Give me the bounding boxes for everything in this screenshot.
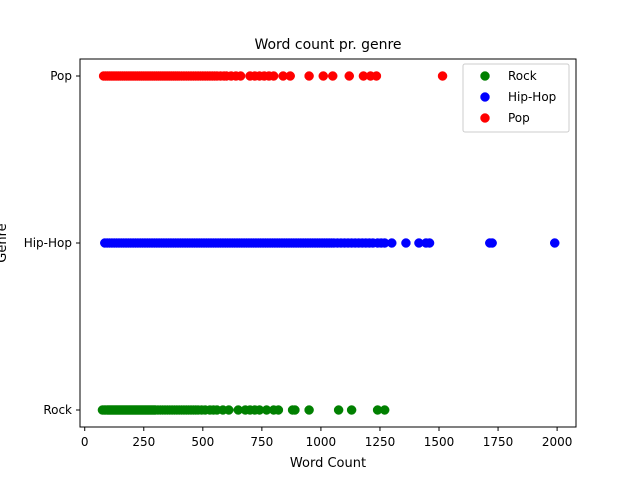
legend-marker-hip-hop xyxy=(480,92,490,102)
legend-label-pop: Pop xyxy=(508,111,530,125)
y-tick-label-2: Pop xyxy=(50,69,72,83)
x-tick-label-2: 500 xyxy=(191,435,214,449)
legend-box xyxy=(462,63,570,133)
point-pop-77 xyxy=(371,71,382,81)
y-tick-label-0: Rock xyxy=(43,403,72,417)
point-rock-84 xyxy=(379,405,390,415)
points-layer xyxy=(97,71,560,415)
point-pop-71 xyxy=(304,71,314,81)
point-pop-74 xyxy=(344,71,355,81)
point-pop-73 xyxy=(327,71,338,81)
point-hip-hop-118 xyxy=(487,238,497,248)
point-hip-hop-116 xyxy=(424,238,435,248)
point-pop-68 xyxy=(268,71,279,81)
x-tick-label-4: 1000 xyxy=(306,435,337,449)
x-axis-label: Word Count xyxy=(290,456,366,471)
legend-marker-pop xyxy=(480,113,490,123)
point-pop-70 xyxy=(285,71,295,81)
legend-label-hip-hop: Hip-Hop xyxy=(508,90,556,104)
x-tick-label-0: 0 xyxy=(81,435,89,449)
y-axis-ticks: Rock Hip-Hop Pop xyxy=(24,69,80,417)
point-pop-62 xyxy=(235,71,246,81)
x-tick-label-3: 750 xyxy=(250,435,273,449)
x-tick-label-1: 250 xyxy=(132,435,155,449)
point-rock-82 xyxy=(346,405,357,415)
point-rock-69 xyxy=(224,405,234,415)
point-rock-80 xyxy=(304,405,314,415)
x-axis-ticks: 0 250 500 750 1000 1250 1500 1750 2000 xyxy=(81,427,572,449)
chart-title: Word count pr. genre xyxy=(254,37,401,53)
point-rock-81 xyxy=(333,405,344,415)
point-hip-hop-112 xyxy=(387,238,397,248)
y-axis-label: Genre xyxy=(0,223,10,262)
y-tick-label-1: Hip-Hop xyxy=(24,236,72,250)
point-hip-hop-119 xyxy=(549,238,560,248)
point-pop-72 xyxy=(318,71,329,81)
point-rock-77 xyxy=(273,405,284,415)
point-hip-hop-113 xyxy=(401,238,411,248)
x-tick-label-7: 1750 xyxy=(483,435,514,449)
x-tick-label-6: 1500 xyxy=(424,435,455,449)
legend-marker-rock xyxy=(480,71,490,81)
x-tick-label-8: 2000 xyxy=(542,435,573,449)
point-pop-78 xyxy=(437,71,448,81)
legend: Rock Hip-Hop Pop xyxy=(462,63,570,133)
x-tick-label-5: 1250 xyxy=(365,435,396,449)
legend-label-rock: Rock xyxy=(508,69,537,83)
point-rock-79 xyxy=(290,405,300,415)
